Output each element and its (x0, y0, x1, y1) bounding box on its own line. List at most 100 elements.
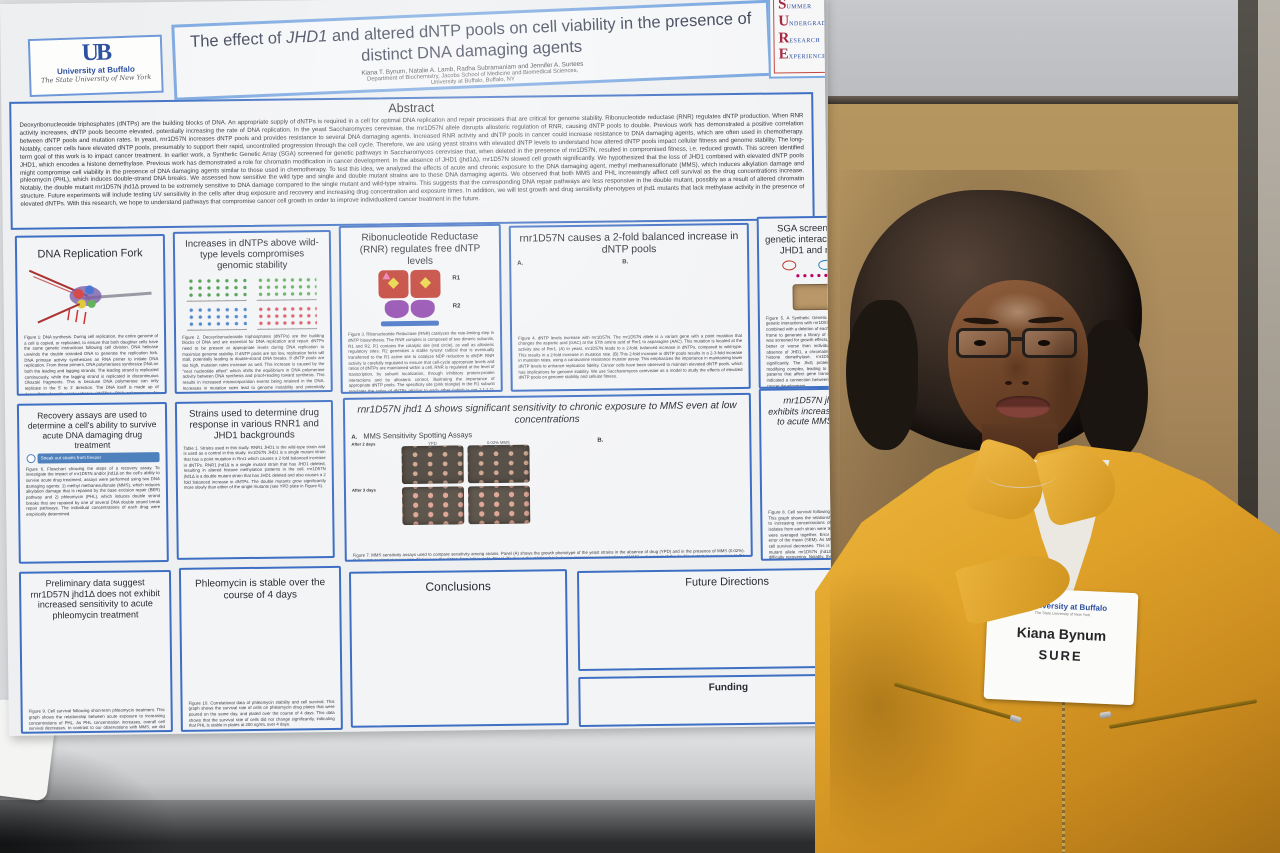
figure1-replication-fork-diagram (28, 269, 152, 325)
abstract-text: Deoxyribonucleoside triphosphates (dNTPs… (19, 112, 805, 208)
future-directions-heading: Future Directions (685, 575, 770, 589)
ub-logo: UB University at Buffalo The State Unive… (27, 34, 164, 98)
figure8-mms-acute-line-chart (767, 429, 833, 506)
sga-plate-photo (792, 283, 833, 310)
panel-b-label: B. (622, 259, 629, 266)
scatter-cluster-blue (186, 305, 247, 331)
spotting-row-after3: After 3 days (352, 484, 590, 525)
figure9-caption: Figure 9. Cell survival following short-… (28, 707, 165, 734)
panel-title: Ribonucleotide Reductase (RNR) regulates… (359, 231, 481, 267)
scatter-cluster-green (186, 276, 247, 302)
person-hair-right (1078, 320, 1148, 460)
spotting-plate-mms-3d (467, 485, 531, 524)
panel-dntp-increase: Increases in dNTPs above wild-type level… (172, 229, 333, 394)
figure4-dntp-bar-chart (529, 259, 617, 332)
panel-phl-stability: Phleomycin is stable over the course of … (178, 565, 343, 732)
ndp-dndp-arrow (380, 321, 439, 327)
bulletin-board-rail (828, 96, 1280, 104)
badge-program-name: SURE (1038, 647, 1083, 664)
research-poster: UB University at Buffalo The State Unive… (0, 0, 833, 736)
figure2-dntp-scatter-diagram (184, 274, 321, 332)
figure1-caption: Figure 1: DNA synthesis. During cell rep… (24, 333, 159, 396)
r2-label: R2 (452, 303, 461, 310)
mutation-rate-table (634, 258, 741, 259)
panel-mms-acute: rnr1D57N jhd1Δ also exhibits increased s… (758, 387, 833, 561)
sga-mutant-circle (782, 259, 797, 271)
panel-title: Recovery assays are used to determine a … (27, 409, 157, 451)
panel-title: Preliminary data suggest rnr1D57N jhd1Δ … (30, 577, 161, 621)
panel-future-directions: Future Directions (576, 567, 833, 671)
figure10-caption: Figure 10. Correlational data of phleomy… (188, 698, 335, 729)
wall-top-right (828, 0, 1280, 100)
sure-letter: R (778, 29, 790, 47)
abstract-section: Abstract Deoxyribonucleoside triphosphat… (9, 92, 815, 230)
panel-rnr: Ribonucleotide Reductase (RNR) regulates… (338, 223, 503, 394)
figure3-rnr-diagram: R1 R2 (360, 270, 481, 329)
conclusions-heading: Conclusions (425, 579, 491, 594)
title-gene: JHD1 (285, 27, 328, 47)
eye-left (974, 340, 986, 346)
panel-mms-chronic: rnr1D57N jhd1 Δ shows significant sensit… (342, 392, 753, 562)
scatter-cluster-red (256, 304, 317, 330)
specificity-site-triangle (382, 272, 391, 280)
sure-logo: SUMMER UNDERGRADUATE RESEARCH EXPERIENCE… (767, 0, 833, 79)
figure5-caption: Figure 5. A Synthetic Genetic Array (SGA… (765, 314, 833, 389)
spotting-assay-title: MMS Sensitivity Spotting Assays (363, 429, 473, 441)
panel-dna-replication-fork: DNA Replication Fork Figure 1: DNA synth… (14, 234, 167, 396)
necklace (986, 462, 1056, 488)
badge-person-name: Kiana Bynum (1016, 624, 1107, 644)
r2-subunit-left (384, 300, 409, 319)
panel-title: Phleomycin is stable over the course of … (194, 577, 326, 602)
flowchart-step: Streak out strains from freezer (37, 452, 160, 464)
nostril-left (1005, 381, 1012, 385)
face-side-shadow (1042, 305, 1092, 440)
sure-letter: E (778, 46, 789, 63)
conclusions-list (357, 595, 559, 597)
figure3-caption: Figure 3. Ribonucleotide Reductase (RNR)… (348, 330, 495, 394)
panel-phl-acute: Preliminary data suggest rnr1D57N jhd1Δ … (18, 569, 173, 734)
sga-crosses (794, 271, 833, 280)
poster-title-box: The effect of JHD1 and altered dNTP pool… (171, 0, 772, 101)
spotting-plate-mms-2d (467, 444, 530, 483)
sure-word: UMMER (786, 4, 812, 11)
panel-sga-screen: SGA screen identified genetic interactio… (756, 215, 833, 389)
figure2-caption: Figure 2. Deoxyribonucleoside triphospha… (182, 332, 325, 394)
r1-label: R1 (452, 275, 461, 282)
sure-word: ESEARCH (789, 37, 821, 44)
jacket-center-zipper (1062, 600, 1065, 853)
panel-title: rnr1D57N jhd1 Δ shows significant sensit… (357, 400, 737, 426)
panel-title: SGA screen identified genetic interactio… (765, 222, 833, 257)
person-hair-left (846, 300, 918, 450)
figure4-content: A. B. (517, 258, 742, 333)
lips (996, 396, 1050, 418)
figure7-mms-survival-line-chart (597, 445, 744, 547)
funding-heading: Funding (708, 681, 749, 694)
figure10-stability-bar-chart (190, 604, 331, 698)
title-pre: The effect of (189, 29, 287, 52)
sure-letter: U (778, 13, 790, 30)
after-3-days-label: After 3 days (351, 487, 376, 493)
panel-title: DNA Replication Fork (37, 247, 143, 261)
figure9-phl-recovery-line-chart (31, 623, 162, 707)
panel-a-label: A. (517, 260, 524, 267)
figure7-caption: Figure 7. MMS sensitivity assays used to… (352, 547, 745, 562)
panel-strain-table: Strains used to determine drug response … (174, 399, 335, 560)
panel-recovery-assays: Recovery assays are used to determine a … (16, 401, 169, 564)
panel-title: rnr1D57N jhd1Δ also exhibits increased s… (768, 394, 833, 427)
nose (1000, 350, 1032, 386)
figure6-caption: Figure 6. Flowchart showing the steps of… (25, 464, 161, 517)
nostril-right (1022, 381, 1029, 385)
panel-title: rnr1D57N causes a 2-fold balanced increa… (519, 229, 739, 257)
scatter-cluster-green-2 (256, 275, 317, 301)
eye-right (1038, 340, 1050, 346)
figure5-sga-diagram (778, 259, 833, 312)
table1-caption: Table 1. Strains used in this study. RNR… (183, 443, 326, 491)
spotting-plate-ypd-3d (401, 485, 465, 525)
spotting-row-after2: After 2 days YPD 0.02% MMS (351, 438, 590, 484)
panel-b-label: B. (597, 437, 604, 444)
mms-survival-block: B. (597, 427, 744, 547)
glasses-left-lens (956, 328, 1011, 358)
figure4-caption: Figure 4. dNTP levels increase with rnr1… (518, 332, 743, 381)
figure7-content: A. MMS Sensitivity Spotting Assays After… (351, 427, 744, 550)
